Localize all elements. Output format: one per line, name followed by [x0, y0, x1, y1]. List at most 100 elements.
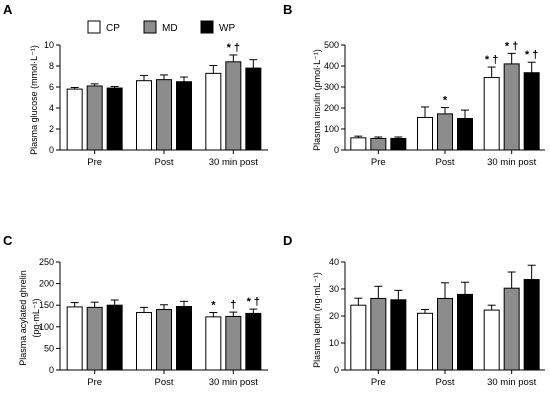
panel-letter-a: A	[3, 2, 13, 17]
y-tick-label-c: 100	[39, 322, 54, 332]
significance-marker-b: *	[443, 95, 448, 107]
bar-a-wp-2	[245, 67, 262, 151]
panel-letter-c: C	[3, 233, 13, 248]
y-tick-label-b: 0	[334, 145, 339, 155]
bar-a-md-1	[156, 79, 172, 151]
bar-c-wp-1	[176, 305, 192, 371]
bar-b-wp-2	[523, 72, 540, 151]
bar-c-wp-2	[245, 312, 262, 371]
y-axis-label-c-line2: (pg·mL⁻¹)	[31, 298, 41, 337]
bar-a-wp-0	[106, 87, 123, 151]
bar-c-cp-2	[205, 316, 222, 371]
panel-b: B Plasma insulin (pmol·L⁻¹) 0 100 200 300 40…	[283, 2, 545, 168]
bar-b-md-2	[503, 63, 520, 151]
significance-marker-c: *	[211, 300, 216, 312]
y-tick-label-b: 500	[324, 40, 339, 50]
bar-b-wp-0	[390, 137, 407, 151]
bar-b-cp-1	[417, 116, 433, 151]
significance-marker-c: †	[230, 299, 236, 311]
bar-c-md-2	[225, 315, 242, 371]
y-axis-label-a: Plasma glucose (mmol·L⁻¹)	[29, 45, 39, 155]
bar-a-wp-1	[176, 81, 192, 151]
y-tick-label-d: 40	[329, 257, 339, 267]
x-category-label-a: Post	[154, 157, 173, 168]
panel-d: D Plasma leptin (ng·mL⁻¹) 0 10 20 30 40 Pre Po…	[283, 233, 545, 388]
y-axis-label-c-line1: Plasma acylated ghrelin	[18, 270, 28, 366]
bar-c-cp-1	[136, 312, 152, 371]
bar-d-wp-2	[523, 279, 540, 371]
bar-d-wp-0	[390, 299, 407, 371]
y-tick-label-c: 150	[39, 300, 54, 310]
significance-marker-c: * †	[247, 296, 260, 308]
y-tick-label-d: 0	[334, 365, 339, 375]
y-tick-label-a: 0	[49, 145, 54, 155]
legend-swatch-wp	[200, 20, 214, 34]
panel-letter-b: B	[283, 2, 292, 17]
y-tick-label-c: 50	[44, 343, 54, 353]
y-tick-label-b: 400	[324, 61, 339, 71]
panel-c: C Plasma acylated ghrelin (pg·mL⁻¹) 0 50 1…	[3, 233, 268, 388]
bar-c-wp-0	[106, 304, 123, 371]
bar-a-cp-2	[205, 72, 222, 151]
legend-label-wp: WP	[219, 23, 235, 34]
x-category-label-c: Post	[154, 377, 173, 388]
x-category-label-a: 30 min post	[209, 157, 258, 168]
bar-a-md-2	[225, 61, 242, 151]
bar-c-cp-0	[66, 306, 83, 371]
significance-marker-a: * †	[227, 42, 240, 54]
x-category-label-b: 30 min post	[487, 157, 536, 168]
y-tick-label-a: 10	[44, 40, 54, 50]
legend-swatch-md	[143, 20, 157, 34]
bar-a-md-0	[86, 85, 103, 151]
legend-swatch-cp	[87, 20, 101, 34]
bar-c-md-1	[156, 309, 172, 371]
bar-b-cp-2	[483, 77, 500, 151]
x-category-label-b: Pre	[371, 157, 386, 168]
y-tick-label-a: 4	[49, 103, 54, 113]
x-category-label-c: Pre	[87, 377, 102, 388]
y-tick-label-b: 100	[324, 124, 339, 134]
y-tick-label-b: 300	[324, 82, 339, 92]
bar-d-cp-1	[417, 312, 433, 371]
significance-marker-b: * †	[525, 49, 538, 61]
y-tick-label-d: 20	[329, 311, 339, 321]
y-tick-label-c: 0	[49, 365, 54, 375]
bar-d-cp-0	[350, 304, 367, 371]
x-category-label-b: Post	[435, 157, 454, 168]
bar-c-md-0	[86, 306, 103, 371]
y-axis-label-b: Plasma insulin (pmol·L⁻¹)	[312, 49, 322, 151]
y-tick-label-c: 250	[39, 257, 54, 267]
y-tick-label-a: 2	[49, 124, 54, 134]
x-category-label-d: 30 min post	[487, 377, 536, 388]
bar-d-wp-1	[457, 293, 473, 371]
bar-b-cp-0	[350, 137, 367, 151]
bar-a-cp-1	[136, 80, 152, 151]
bar-b-wp-1	[457, 118, 473, 151]
x-category-label-a: Pre	[87, 157, 102, 168]
bar-d-cp-2	[483, 309, 500, 371]
panel-a: A Plasma glucose (mmol·L⁻¹) 0 2 4 6 8 10 Pre Po…	[3, 2, 268, 168]
x-category-label-c: 30 min post	[209, 377, 258, 388]
y-tick-label-a: 6	[49, 82, 54, 92]
bar-b-md-1	[437, 113, 453, 151]
bar-a-cp-0	[66, 88, 83, 151]
panel-letter-d: D	[283, 233, 292, 248]
legend-label-md: MD	[162, 23, 178, 34]
y-tick-label-b: 200	[324, 103, 339, 113]
y-tick-label-d: 30	[329, 284, 339, 294]
y-tick-label-a: 8	[49, 61, 54, 71]
y-tick-label-d: 10	[329, 338, 339, 348]
bar-b-md-0	[370, 137, 387, 151]
x-category-label-d: Pre	[371, 377, 386, 388]
x-category-label-d: Post	[435, 377, 454, 388]
bar-d-md-1	[437, 297, 453, 371]
y-tick-label-c: 200	[39, 279, 54, 289]
y-axis-label-d: Plasma leptin (ng·mL⁻¹)	[312, 272, 322, 368]
legend-label-cp: CP	[106, 23, 120, 34]
significance-marker-b: * †	[505, 40, 518, 52]
bar-d-md-0	[370, 297, 387, 371]
legend: CP MD WP	[87, 20, 235, 34]
bar-d-md-2	[503, 287, 520, 371]
significance-marker-b: * †	[485, 54, 498, 66]
